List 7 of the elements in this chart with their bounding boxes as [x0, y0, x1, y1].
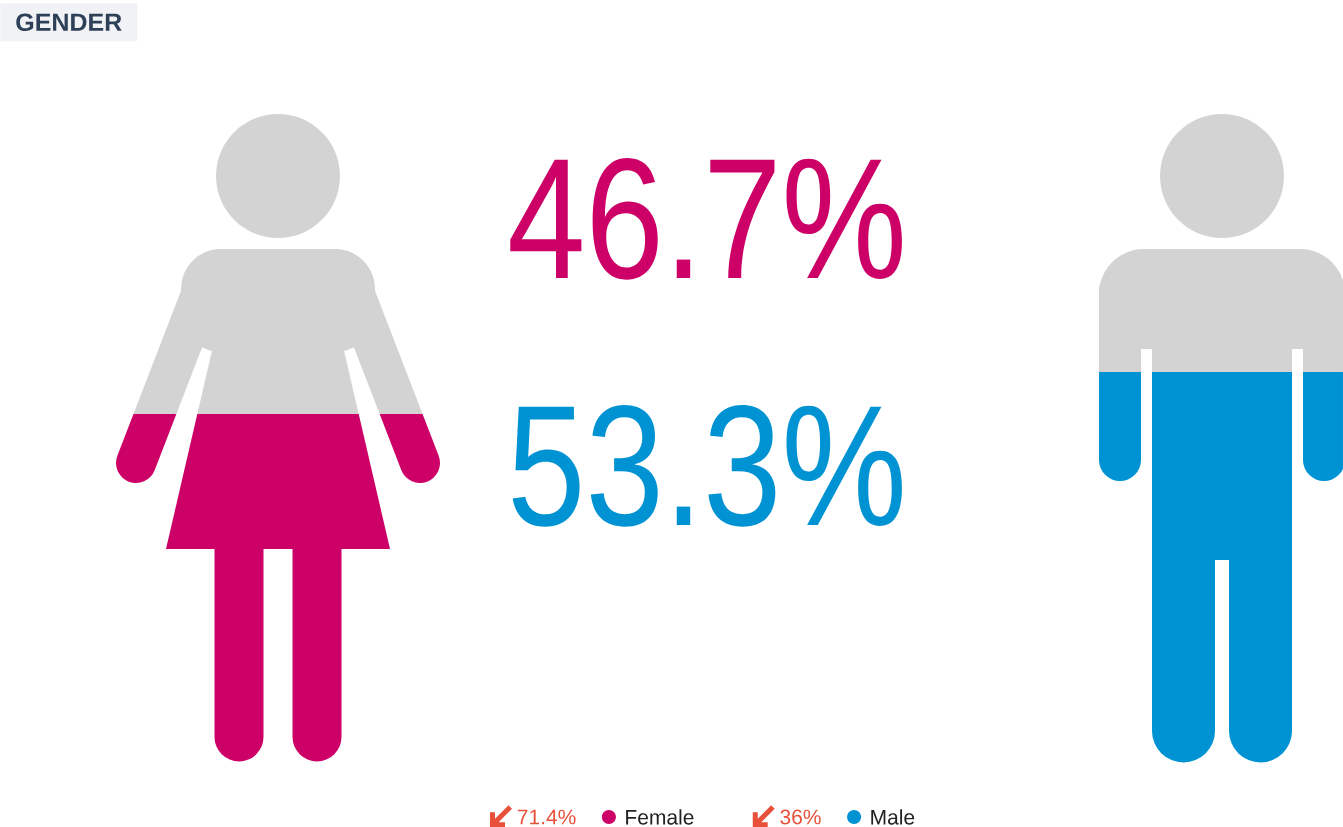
text: 36%	[780, 809, 821, 825]
data-label: 46.7%	[510, 157, 902, 280]
data-label: 53.3%	[512, 404, 902, 527]
category-label: Female	[626, 809, 694, 825]
text: 71.4%	[517, 809, 576, 825]
category-label: Male	[871, 809, 915, 825]
text: GENDER	[16, 13, 122, 32]
